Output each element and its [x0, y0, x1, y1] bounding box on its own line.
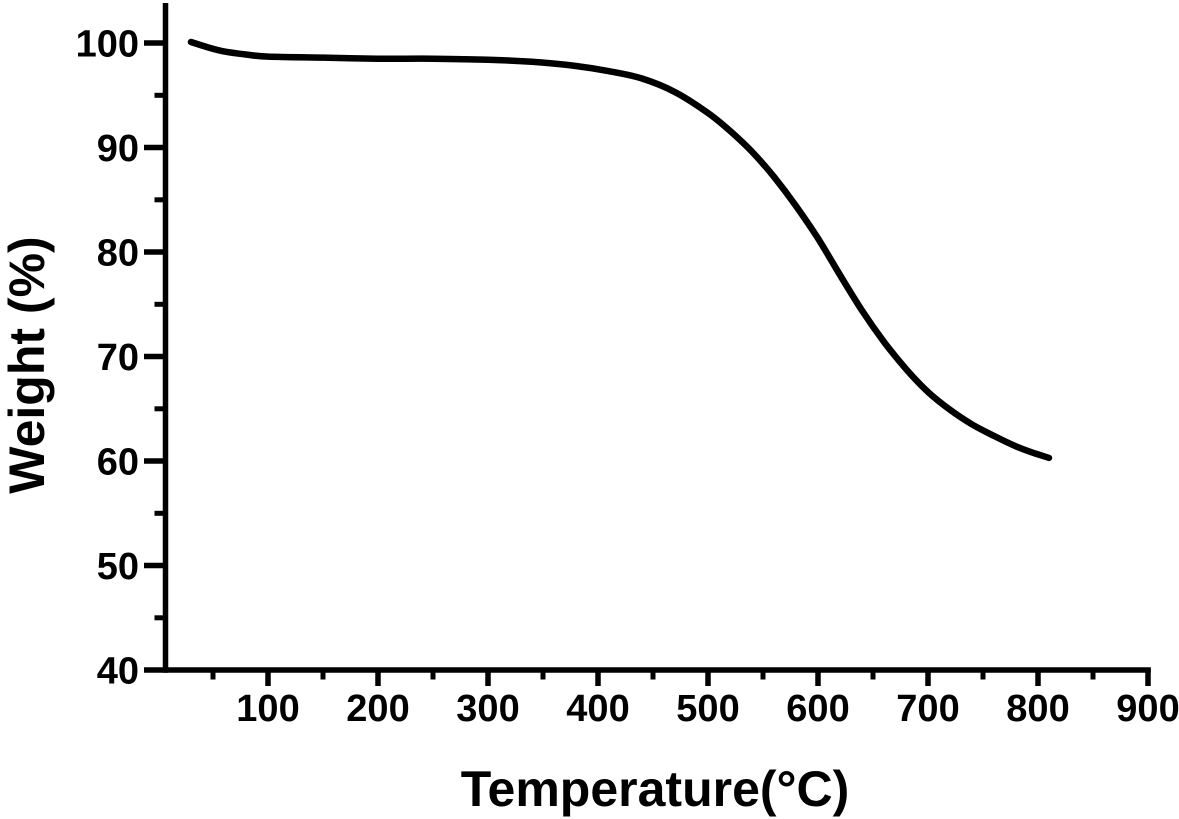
series-layer	[187, 38, 1053, 462]
x-tick-label: 900	[1116, 688, 1179, 730]
x-tick-label: 700	[896, 688, 959, 730]
y-tick-label: 90	[97, 128, 139, 170]
y-axis-title: Weight (%)	[0, 236, 55, 493]
x-tick-label: 100	[236, 688, 299, 730]
y-tick-label: 60	[97, 442, 139, 484]
axes-layer: 40 50 60 70 80 90 100 100 200 300 400 500 600 700 800 9…	[76, 3, 1179, 730]
x-tick-label: 500	[676, 688, 739, 730]
x-tick-label: 800	[1006, 688, 1069, 730]
y-tick-label: 40	[97, 651, 139, 693]
x-tick-label: 300	[456, 688, 519, 730]
y-tick-label: 100	[76, 24, 139, 66]
x-axis-title: Temperature(°C)	[461, 761, 850, 817]
tga-curve	[187, 38, 1053, 462]
y-tick-label: 50	[97, 546, 139, 588]
x-tick-label: 600	[786, 688, 849, 730]
x-tick-label: 400	[566, 688, 629, 730]
y-tick-label: 80	[97, 233, 139, 275]
y-tick-label: 70	[97, 337, 139, 379]
x-tick-label: 200	[346, 688, 409, 730]
